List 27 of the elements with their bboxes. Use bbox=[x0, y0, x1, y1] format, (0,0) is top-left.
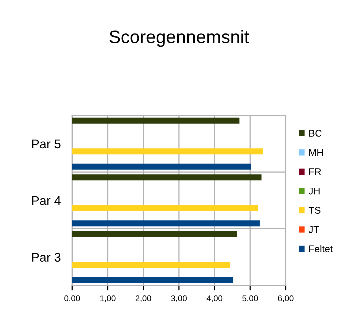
legend-label: FR bbox=[310, 168, 322, 176]
bar bbox=[72, 148, 264, 155]
legend-label: BC bbox=[310, 130, 322, 137]
y-tick-label: Par 3 bbox=[32, 253, 61, 262]
x-tick-label: 1,00 bbox=[100, 296, 116, 303]
bar bbox=[72, 174, 262, 181]
chart-title: Scoregennemsnit bbox=[110, 30, 250, 48]
y-tick-label: Par 5 bbox=[32, 140, 61, 149]
bar bbox=[72, 205, 258, 212]
bar bbox=[72, 262, 230, 268]
legend-label: JH bbox=[308, 188, 320, 195]
x-tick-label: 5,00 bbox=[242, 296, 258, 303]
legend-label: Feltet bbox=[310, 245, 333, 253]
y-tick-label: Par 4 bbox=[32, 196, 61, 206]
legend-label: MH bbox=[310, 149, 324, 156]
bar bbox=[72, 118, 240, 124]
x-tick-label: 2,00 bbox=[136, 296, 152, 303]
x-tick-label: 3,00 bbox=[171, 296, 187, 303]
bar bbox=[72, 231, 238, 238]
legend-label: JT bbox=[308, 226, 320, 234]
bar bbox=[72, 164, 252, 170]
bar bbox=[72, 277, 234, 284]
bar bbox=[72, 220, 260, 227]
x-tick-label: 4,00 bbox=[206, 296, 223, 303]
x-tick-label: 6,00 bbox=[278, 296, 294, 303]
legend-label: TS bbox=[308, 207, 321, 214]
x-tick-label: 0,00 bbox=[64, 296, 80, 303]
